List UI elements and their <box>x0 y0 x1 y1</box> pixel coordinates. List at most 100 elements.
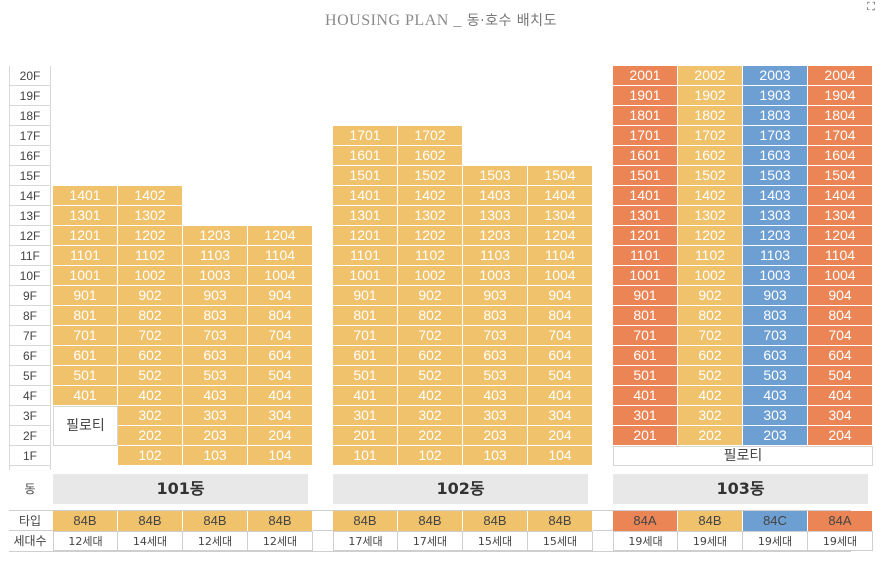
unit-cell[interactable]: 202 <box>398 426 463 446</box>
unit-cell[interactable]: 203 <box>183 426 248 446</box>
unit-cell[interactable]: 303 <box>743 406 808 426</box>
unit-cell[interactable]: 402 <box>398 386 463 406</box>
unit-cell[interactable]: 102 <box>398 446 463 466</box>
unit-cell[interactable]: 602 <box>398 346 463 366</box>
unit-cell[interactable]: 1403 <box>463 186 528 206</box>
unit-cell[interactable]: 1101 <box>613 246 678 266</box>
unit-cell[interactable]: 1002 <box>398 266 463 286</box>
unit-cell[interactable]: 1901 <box>613 86 678 106</box>
unit-cell[interactable]: 703 <box>463 326 528 346</box>
unit-cell[interactable]: 401 <box>613 386 678 406</box>
unit-cell[interactable]: 1004 <box>808 266 873 286</box>
unit-cell[interactable]: 1401 <box>613 186 678 206</box>
unit-cell[interactable]: 804 <box>808 306 873 326</box>
unit-cell[interactable]: 704 <box>528 326 593 346</box>
unit-cell[interactable]: 304 <box>248 406 313 426</box>
unit-cell[interactable]: 902 <box>678 286 743 306</box>
unit-cell[interactable]: 1004 <box>248 266 313 286</box>
unit-cell[interactable]: 503 <box>463 366 528 386</box>
unit-cell[interactable]: 204 <box>808 426 873 446</box>
unit-cell[interactable]: 902 <box>398 286 463 306</box>
unit-cell[interactable]: 1302 <box>398 206 463 226</box>
unit-cell[interactable]: 902 <box>118 286 183 306</box>
unit-cell[interactable]: 1401 <box>53 186 118 206</box>
unit-cell[interactable]: 502 <box>398 366 463 386</box>
unit-cell[interactable]: 1301 <box>613 206 678 226</box>
unit-cell[interactable]: 1101 <box>53 246 118 266</box>
unit-cell[interactable]: 103 <box>463 446 528 466</box>
unit-cell[interactable]: 602 <box>118 346 183 366</box>
unit-cell[interactable]: 1202 <box>398 226 463 246</box>
unit-cell[interactable]: 603 <box>183 346 248 366</box>
unit-cell[interactable]: 1301 <box>53 206 118 226</box>
unit-cell[interactable]: 1904 <box>808 86 873 106</box>
unit-cell[interactable]: 1204 <box>808 226 873 246</box>
unit-cell[interactable]: 1503 <box>743 166 808 186</box>
unit-cell[interactable]: 2002 <box>678 66 743 86</box>
unit-cell[interactable]: 504 <box>808 366 873 386</box>
unit-cell[interactable]: 1104 <box>528 246 593 266</box>
unit-cell[interactable]: 501 <box>333 366 398 386</box>
unit-cell[interactable]: 802 <box>678 306 743 326</box>
unit-cell[interactable]: 1502 <box>678 166 743 186</box>
unit-cell[interactable]: 1402 <box>398 186 463 206</box>
unit-cell[interactable]: 1003 <box>743 266 808 286</box>
unit-cell[interactable]: 1001 <box>53 266 118 286</box>
unit-cell[interactable]: 1601 <box>613 146 678 166</box>
unit-cell[interactable]: 1701 <box>613 126 678 146</box>
unit-cell[interactable]: 104 <box>248 446 313 466</box>
unit-cell[interactable]: 404 <box>248 386 313 406</box>
unit-cell[interactable]: 1703 <box>743 126 808 146</box>
unit-cell[interactable]: 304 <box>528 406 593 426</box>
unit-cell[interactable]: 1004 <box>528 266 593 286</box>
building-name[interactable]: 102동 <box>333 474 588 504</box>
unit-cell[interactable]: 1804 <box>808 106 873 126</box>
unit-cell[interactable]: 1601 <box>333 146 398 166</box>
unit-cell[interactable]: 603 <box>463 346 528 366</box>
unit-cell[interactable]: 201 <box>613 426 678 446</box>
unit-cell[interactable]: 1402 <box>118 186 183 206</box>
unit-cell[interactable]: 402 <box>118 386 183 406</box>
unit-cell[interactable]: 1401 <box>333 186 398 206</box>
unit-cell[interactable]: 602 <box>678 346 743 366</box>
unit-cell[interactable]: 603 <box>743 346 808 366</box>
unit-cell[interactable]: 1001 <box>333 266 398 286</box>
unit-cell[interactable]: 502 <box>118 366 183 386</box>
unit-cell[interactable]: 1403 <box>743 186 808 206</box>
unit-cell[interactable]: 901 <box>333 286 398 306</box>
unit-cell[interactable]: 1803 <box>743 106 808 126</box>
unit-cell[interactable]: 1802 <box>678 106 743 126</box>
unit-cell[interactable]: 803 <box>463 306 528 326</box>
unit-cell[interactable]: 903 <box>743 286 808 306</box>
unit-cell[interactable]: 1702 <box>398 126 463 146</box>
unit-cell[interactable]: 504 <box>528 366 593 386</box>
unit-cell[interactable]: 1501 <box>613 166 678 186</box>
unit-cell[interactable]: 101 <box>333 446 398 466</box>
unit-cell[interactable]: 1104 <box>808 246 873 266</box>
unit-cell[interactable]: 1002 <box>678 266 743 286</box>
unit-cell[interactable]: 1902 <box>678 86 743 106</box>
unit-cell[interactable]: 1103 <box>183 246 248 266</box>
unit-cell[interactable]: 601 <box>333 346 398 366</box>
unit-cell[interactable]: 1002 <box>118 266 183 286</box>
unit-cell[interactable]: 901 <box>613 286 678 306</box>
unit-cell[interactable]: 1101 <box>333 246 398 266</box>
unit-cell[interactable]: 903 <box>183 286 248 306</box>
unit-cell[interactable]: 201 <box>333 426 398 446</box>
unit-cell[interactable]: 904 <box>248 286 313 306</box>
unit-cell[interactable]: 1102 <box>398 246 463 266</box>
unit-cell[interactable]: 1202 <box>678 226 743 246</box>
unit-cell[interactable]: 103 <box>183 446 248 466</box>
unit-cell[interactable]: 703 <box>183 326 248 346</box>
unit-cell[interactable]: 301 <box>613 406 678 426</box>
unit-cell[interactable]: 302 <box>398 406 463 426</box>
unit-cell[interactable]: 503 <box>743 366 808 386</box>
building-name[interactable]: 103동 <box>613 474 868 504</box>
unit-cell[interactable]: 104 <box>528 446 593 466</box>
unit-cell[interactable]: 804 <box>248 306 313 326</box>
unit-cell[interactable]: 403 <box>463 386 528 406</box>
unit-cell[interactable]: 401 <box>53 386 118 406</box>
unit-cell[interactable]: 1204 <box>248 226 313 246</box>
unit-cell[interactable]: 1201 <box>53 226 118 246</box>
unit-cell[interactable]: 1302 <box>678 206 743 226</box>
